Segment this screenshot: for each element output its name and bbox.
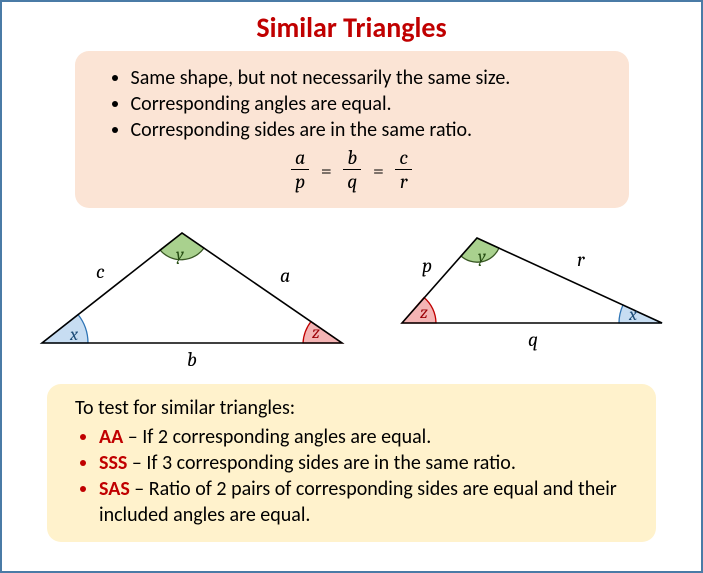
bullet: Corresponding angles are equal. — [131, 91, 607, 117]
triangle-small: p r q z y x — [402, 238, 662, 351]
test-heading: To test for similar triangles: — [75, 396, 634, 420]
test-item: SAS – Ratio of 2 pairs of corresponding … — [99, 476, 634, 528]
angle-z-arc-2 — [402, 298, 436, 324]
page-title: Similar Triangles — [2, 10, 701, 45]
definition-box: Same shape, but not necessarily the same… — [75, 51, 629, 208]
side-label-q: q — [528, 328, 538, 351]
angle-x-arc — [42, 315, 88, 344]
test-item: SSS – If 3 corresponding sides are in th… — [99, 450, 634, 476]
side-label-c: c — [96, 260, 105, 283]
angle-label-x: x — [69, 324, 79, 345]
side-label-b: b — [187, 348, 197, 371]
test-list: AA – If 2 corresponding angles are equal… — [69, 424, 634, 528]
angle-label-y-2: y — [478, 246, 486, 267]
ratio-equation: ap = bq = cr — [97, 147, 607, 194]
test-box: To test for similar triangles: AA – If 2… — [47, 384, 656, 542]
bullet: Corresponding sides are in the same rati… — [131, 117, 607, 143]
side-label-a: a — [280, 264, 290, 287]
angle-label-z: z — [312, 322, 320, 343]
angle-label-z-2: z — [420, 302, 428, 323]
triangles-diagram: c a b x y z p r q z y x — [2, 208, 701, 378]
angle-label-x-2: x — [628, 304, 638, 325]
test-item: AA – If 2 corresponding angles are equal… — [99, 424, 634, 450]
side-label-r: r — [577, 248, 585, 271]
bullet: Same shape, but not necessarily the same… — [131, 65, 607, 91]
frame: Similar Triangles Same shape, but not ne… — [0, 0, 703, 573]
definition-list: Same shape, but not necessarily the same… — [97, 65, 607, 143]
angle-label-y: y — [176, 244, 184, 265]
side-label-p: p — [422, 254, 432, 277]
triangles-svg: c a b x y z p r q z y x — [2, 208, 701, 378]
triangle-large: c a b x y z — [42, 233, 342, 371]
